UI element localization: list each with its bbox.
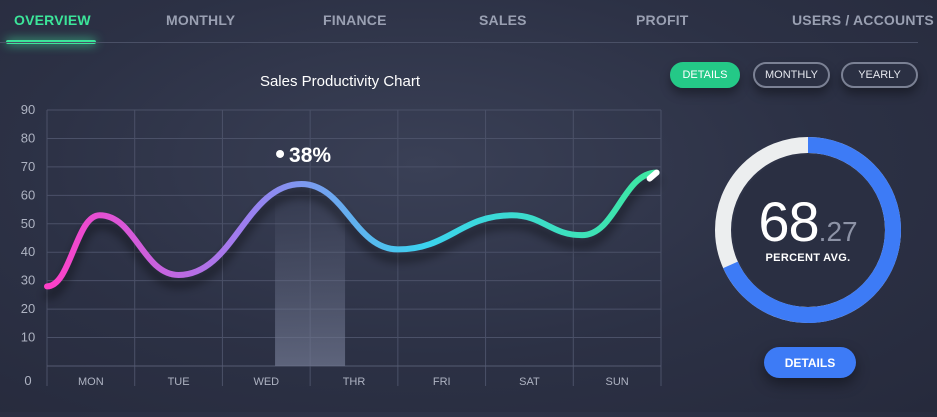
- gauge-value-decimal: .27: [818, 216, 858, 247]
- top-tab-bar: OVERVIEW MONTHLY FINANCE SALES PROFIT US…: [0, 0, 937, 44]
- y-tick-label: 0: [24, 373, 31, 388]
- y-tick-label: 70: [21, 159, 35, 174]
- series-group: [44, 169, 660, 290]
- gauge-progress-arc: [723, 137, 901, 323]
- tab-divider: [0, 42, 918, 43]
- y-tick-label: 90: [21, 102, 35, 117]
- x-tick-label: SUN: [606, 376, 629, 388]
- x-tick-label: MON: [78, 376, 104, 388]
- series-end-marker: [646, 169, 660, 182]
- gauge-center: [733, 155, 883, 305]
- gauge-details-button[interactable]: DETAILS: [764, 347, 856, 378]
- highlight-label: 38%: [289, 144, 331, 167]
- gauge-value: 68.27: [712, 189, 904, 254]
- tab-finance[interactable]: FINANCE: [323, 12, 387, 28]
- y-tick-label: 80: [21, 130, 35, 145]
- tab-sales[interactable]: SALES: [479, 12, 527, 28]
- sales-productivity-chart: Sales Productivity Chart 0 10 20 30 40 50 60 70…: [0, 60, 680, 412]
- x-tick-label: THR: [343, 376, 366, 388]
- chart-svg: Sales Productivity Chart 0 10 20 30 40 50 60 70…: [21, 73, 662, 388]
- tab-monthly[interactable]: MONTHLY: [166, 12, 236, 28]
- y-tick-label: 30: [21, 273, 35, 288]
- gauge-label: PERCENT AVG.: [765, 252, 851, 264]
- chart-title: Sales Productivity Chart: [260, 73, 421, 90]
- gauge-value-integer: 68: [758, 190, 819, 253]
- y-tick-label: 60: [21, 187, 35, 202]
- highlight-dot: [276, 149, 285, 158]
- x-tick-label: WED: [253, 376, 279, 388]
- highlight-bar: [275, 193, 346, 366]
- x-tick-label: TUE: [168, 376, 190, 388]
- y-tick-label: 20: [21, 301, 35, 316]
- monthly-button[interactable]: MONTHLY: [753, 62, 830, 88]
- y-tick-label: 40: [21, 244, 35, 259]
- tab-users-accounts[interactable]: USERS / ACCOUNTS: [792, 12, 934, 28]
- y-tick-label: 10: [21, 330, 35, 345]
- y-axis-ticks: 0 10 20 30 40 50 60 70 80 90: [21, 102, 35, 388]
- yearly-button[interactable]: YEARLY: [841, 62, 918, 88]
- details-button[interactable]: DETAILS: [670, 62, 740, 88]
- x-axis-ticks: MON TUE WED THR FRI SAT SUN: [78, 376, 629, 388]
- percent-gauge: 68.27 PERCENT AVG.: [712, 134, 904, 326]
- x-tick-label: FRI: [433, 376, 451, 388]
- tab-profit[interactable]: PROFIT: [636, 12, 689, 28]
- gauge-ring: [715, 137, 901, 323]
- x-tick-label: SAT: [519, 376, 540, 388]
- y-tick-label: 50: [21, 216, 35, 231]
- tab-overview[interactable]: OVERVIEW: [14, 12, 91, 28]
- series-line: [44, 169, 660, 290]
- highlight-group: 38%: [275, 144, 346, 366]
